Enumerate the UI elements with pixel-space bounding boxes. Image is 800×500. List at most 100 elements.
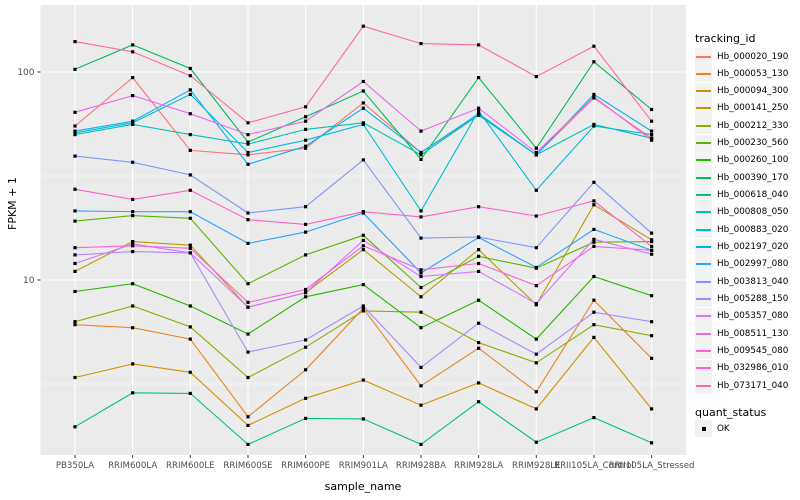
data-point (246, 332, 250, 336)
data-point (650, 294, 654, 298)
data-point (73, 261, 77, 266)
data-point (188, 112, 192, 116)
data-point (477, 269, 481, 273)
data-point (131, 119, 135, 123)
x-tick-label: RRIM928LE (512, 461, 561, 471)
legend-item-Hb_000618_040: Hb_000618_040 (695, 186, 788, 204)
data-point (477, 248, 481, 252)
data-point (477, 76, 481, 80)
legend-item-label: Hb_000053_130 (717, 68, 789, 79)
data-point (73, 67, 77, 71)
data-point (188, 246, 192, 250)
data-point (477, 321, 481, 325)
data-point (73, 129, 77, 133)
data-point (534, 150, 538, 155)
data-point (73, 320, 77, 324)
data-point (592, 237, 596, 241)
data-point (650, 248, 654, 252)
series-color-line-icon (696, 107, 711, 110)
legend-item-Hb_008511_130: Hb_008511_130 (695, 325, 789, 343)
legend-item-label: Hb_003813_040 (717, 276, 789, 287)
legend-item-Hb_032986_010: Hb_032986_010 (695, 359, 788, 377)
data-point (361, 244, 365, 248)
data-point (188, 66, 192, 71)
legend-key-swatch (695, 325, 712, 343)
series-color-line-icon (696, 228, 711, 231)
data-point (592, 124, 596, 128)
data-point (477, 112, 481, 116)
data-point (131, 214, 135, 218)
data-point (188, 133, 192, 137)
data-point (188, 337, 192, 341)
data-point (419, 274, 423, 279)
data-point (534, 352, 538, 356)
data-point (131, 244, 135, 248)
data-point (477, 106, 481, 110)
series-color-line-icon (696, 349, 711, 352)
legend-key-swatch (695, 290, 712, 308)
x-tick-label: RRII105LA_Control (554, 461, 634, 471)
data-point (304, 295, 308, 299)
data-point (73, 246, 77, 250)
data-point (592, 60, 596, 64)
data-point (361, 306, 365, 310)
data-point (419, 157, 423, 161)
legend-item-Hb_000230_560: Hb_000230_560 (695, 134, 788, 152)
data-point (419, 209, 423, 213)
data-point (534, 214, 538, 218)
data-point (188, 251, 192, 255)
data-point (419, 153, 423, 157)
data-point (419, 442, 423, 446)
legend-item-label: Hb_000212_330 (717, 120, 789, 131)
data-point (131, 94, 135, 98)
data-point (188, 370, 192, 374)
data-point (246, 300, 250, 304)
data-point (304, 127, 308, 131)
black-square-icon (701, 426, 706, 431)
data-point (246, 153, 250, 157)
data-point (361, 158, 365, 162)
legend-item-Hb_005357_080: Hb_005357_080 (695, 307, 788, 325)
series-color-line-icon (696, 367, 711, 370)
data-point (534, 440, 538, 444)
data-point (246, 140, 250, 144)
legend-item-label: Hb_000883_020 (717, 224, 789, 235)
data-point (131, 304, 135, 308)
legend-item-Hb_003813_040: Hb_003813_040 (695, 273, 789, 291)
series-color-line-icon (696, 246, 711, 249)
data-point (477, 381, 481, 385)
data-point (188, 304, 192, 308)
data-point (73, 253, 77, 257)
data-point (592, 180, 596, 184)
data-point (246, 375, 250, 380)
legend-key-swatch (695, 48, 712, 65)
data-point (131, 362, 135, 366)
data-point (361, 210, 365, 214)
data-point (304, 138, 308, 142)
data-point (419, 285, 423, 290)
data-point (131, 197, 135, 201)
data-point (361, 24, 365, 28)
legend-item-Hb_073171_040: Hb_073171_040 (695, 377, 788, 395)
data-point (361, 89, 365, 93)
legend-item-Hb_000883_020: Hb_000883_020 (695, 221, 789, 239)
data-point (304, 119, 308, 123)
data-point (650, 133, 654, 137)
data-point (419, 215, 423, 219)
data-point (419, 268, 423, 272)
y-axis-title: FPKM + 1 (6, 177, 19, 230)
data-point (592, 203, 596, 207)
data-point (188, 325, 192, 329)
legend-item-label: Hb_000390_170 (717, 172, 789, 183)
data-point (650, 356, 654, 360)
legend-key-swatch (695, 169, 712, 187)
data-point (304, 396, 308, 400)
legend-item-Hb_000390_170: Hb_000390_170 (695, 169, 789, 187)
legend-item-Hb_009545_080: Hb_009545_080 (695, 342, 788, 360)
legend-item-label: Hb_008511_130 (717, 328, 789, 339)
data-point (419, 384, 423, 388)
data-point (534, 390, 538, 394)
data-point (246, 241, 250, 245)
data-point (246, 282, 250, 286)
